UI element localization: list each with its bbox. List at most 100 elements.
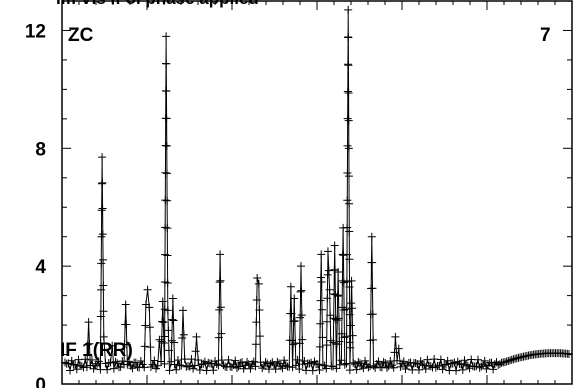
data-point [87, 355, 96, 364]
data-point [455, 359, 464, 368]
data-point [391, 332, 400, 341]
data-point [345, 338, 354, 347]
data-point [121, 300, 130, 309]
data-point [297, 311, 306, 320]
data-point [163, 224, 172, 233]
data-point [195, 365, 204, 374]
data-point [253, 273, 262, 282]
data-point [131, 358, 140, 367]
data-point [448, 359, 457, 368]
data-point [286, 282, 295, 291]
data-point [366, 362, 375, 371]
data-point [165, 366, 174, 375]
series-line [64, 9, 570, 372]
data-point [316, 296, 325, 305]
data-point [162, 32, 171, 41]
data-point [462, 360, 471, 369]
data-point [164, 346, 173, 355]
data-point [435, 361, 444, 370]
data-point [430, 355, 439, 364]
data-point [178, 334, 187, 343]
data-point [179, 330, 188, 339]
data-point [204, 358, 213, 367]
data-point [382, 363, 391, 372]
data-point [369, 361, 378, 370]
data-point [187, 355, 196, 364]
data-point [494, 360, 503, 369]
data-point [161, 196, 170, 205]
data-point [368, 258, 377, 267]
data-point [163, 306, 172, 315]
data-point [254, 279, 263, 288]
data-point [344, 144, 353, 153]
data-point [266, 359, 275, 368]
data-point [162, 59, 171, 68]
data-point [359, 364, 368, 373]
data-point [236, 359, 245, 368]
data-point [342, 332, 351, 341]
data-point [344, 172, 353, 181]
data-point [251, 340, 260, 349]
data-point [347, 276, 356, 285]
data-point [227, 362, 236, 371]
plot-frame [61, 0, 573, 385]
page-title: Im Vis if ol phase applied [56, 0, 259, 9]
data-point [450, 358, 459, 367]
data-point [96, 339, 105, 348]
data-point [99, 255, 108, 264]
data-point [565, 349, 573, 358]
y-tick-label: 0 [35, 375, 46, 388]
data-point [97, 259, 106, 268]
data-point [185, 362, 194, 371]
data-point [161, 168, 170, 177]
data-point [467, 355, 476, 364]
data-point [163, 196, 172, 205]
data-point [168, 315, 177, 324]
data-point [431, 363, 440, 372]
data-point [108, 341, 117, 350]
data-point [318, 305, 327, 314]
data-point [289, 317, 298, 326]
data-point [98, 230, 107, 239]
y-tick-label: 12 [25, 21, 46, 42]
data-point [216, 276, 225, 285]
data-point [340, 333, 349, 342]
data-point [354, 357, 363, 366]
data-point [322, 317, 331, 326]
data-point [170, 338, 179, 347]
data-point [345, 227, 354, 236]
data-point [153, 361, 162, 370]
data-point [296, 287, 305, 296]
data-point [258, 364, 267, 373]
data-point [390, 348, 399, 357]
data-point [323, 247, 332, 256]
data-point [190, 361, 199, 370]
data-point [255, 332, 264, 341]
data-point [143, 285, 152, 294]
data-point [313, 360, 322, 369]
data-point [178, 306, 187, 315]
data-point [106, 358, 115, 367]
data-point [441, 360, 450, 369]
data-point [333, 292, 342, 301]
data-point [97, 285, 106, 294]
data-point [99, 281, 108, 290]
data-point [347, 299, 356, 308]
y-tick-label: 8 [35, 139, 46, 160]
data-point [345, 199, 354, 208]
data-point [337, 356, 346, 365]
data-point [231, 356, 240, 365]
baseline-label: IF 1(RR) [60, 340, 133, 361]
data-point [343, 196, 352, 205]
data-point [158, 297, 167, 306]
data-point [271, 365, 280, 374]
data-point [367, 232, 376, 241]
data-point [212, 359, 221, 368]
data-point [333, 316, 342, 325]
data-point [344, 88, 353, 97]
data-point [479, 360, 488, 369]
data-point [475, 363, 484, 372]
data-point [458, 365, 467, 374]
data-point [97, 206, 106, 215]
